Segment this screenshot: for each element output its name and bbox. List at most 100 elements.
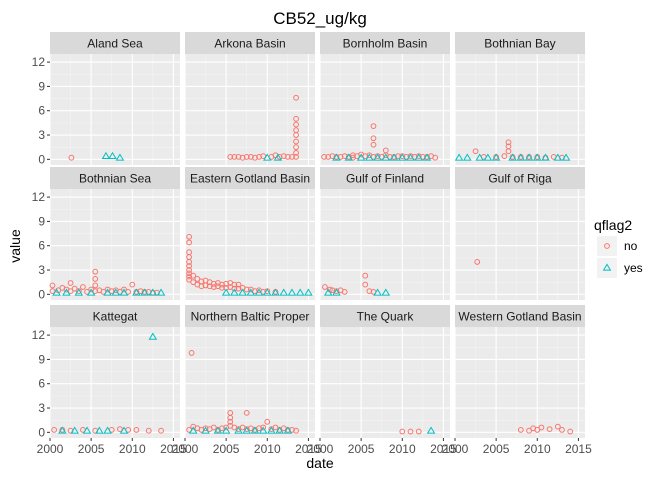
- data-point-yes: [86, 288, 96, 296]
- data-point-yes: [70, 426, 79, 434]
- data-point-no: [206, 283, 213, 290]
- y-tick-label: 9: [38, 79, 45, 93]
- data-point-yes: [111, 288, 121, 296]
- data-point-no: [235, 285, 242, 292]
- x-tick-label: 2015: [565, 442, 592, 456]
- y-axis-title: value: [7, 229, 23, 263]
- panel-strip: [455, 167, 585, 189]
- data-point-yes: [95, 426, 104, 434]
- legend-label: yes: [624, 261, 643, 275]
- data-point-no: [341, 288, 348, 295]
- data-point-no: [293, 427, 299, 434]
- panel-bothnian-sea: Bothnian Sea: [49, 167, 180, 300]
- data-point-no: [280, 153, 287, 159]
- legend-triangle-marker: [602, 263, 612, 271]
- data-point-no: [219, 425, 225, 432]
- data-point-yes: [304, 288, 313, 296]
- y-tick-label: 0: [38, 287, 45, 301]
- data-point-no: [272, 424, 279, 431]
- legend-title: qflag2: [594, 217, 632, 233]
- data-point-no: [210, 424, 217, 431]
- data-point-no: [239, 154, 246, 161]
- panel-strip-label: Kattegat: [93, 310, 138, 324]
- data-point-yes: [271, 288, 280, 296]
- data-point-no: [198, 283, 205, 290]
- data-point-yes: [258, 426, 268, 434]
- panel-strip-label: Bornholm Basin: [343, 37, 428, 51]
- data-point-yes: [74, 288, 84, 296]
- data-point-yes: [463, 153, 472, 161]
- data-point-yes: [221, 288, 231, 296]
- data-point-yes: [62, 288, 71, 296]
- panel-aland-sea: Aland Sea: [49, 32, 180, 165]
- data-point-no: [370, 123, 377, 130]
- data-point-yes: [115, 153, 125, 161]
- data-point-no: [260, 153, 267, 159]
- x-tick-label: 2005: [483, 442, 510, 456]
- data-point-no: [399, 428, 406, 435]
- data-point-no: [293, 127, 299, 134]
- data-point-no: [260, 424, 267, 431]
- data-point-no: [293, 138, 299, 145]
- data-point-no: [362, 281, 369, 288]
- chart-title: CB52_ug/kg: [273, 9, 367, 28]
- data-point-no: [210, 284, 217, 290]
- data-point-no: [472, 148, 479, 155]
- data-point-yes: [148, 288, 158, 296]
- panel-plot-area: [185, 327, 315, 438]
- panel-strip: [185, 32, 315, 54]
- panel-plot-area: [455, 189, 585, 300]
- data-point-no: [186, 270, 193, 277]
- data-point-yes: [475, 153, 484, 161]
- legend-key: [597, 258, 617, 278]
- data-point-no: [243, 409, 250, 416]
- data-point-no: [121, 286, 127, 293]
- data-point-yes: [273, 153, 283, 161]
- data-point-no: [559, 426, 565, 433]
- data-point-yes: [140, 288, 149, 296]
- data-point-no: [117, 426, 123, 432]
- data-point-no: [219, 284, 225, 291]
- data-point-yes: [58, 426, 67, 434]
- panel-plot-area: [455, 54, 585, 165]
- data-point-yes: [508, 153, 517, 161]
- data-point-yes: [491, 153, 501, 161]
- data-point-no: [202, 282, 209, 289]
- data-point-no: [186, 276, 193, 283]
- data-point-no: [145, 427, 152, 434]
- data-point-no: [137, 288, 144, 294]
- panel-plot-area: [185, 54, 315, 165]
- data-point-yes: [221, 426, 231, 434]
- data-point-no: [293, 153, 299, 160]
- panel-strip-label: The Quark: [357, 310, 415, 324]
- data-point-yes: [132, 288, 141, 296]
- data-point-no: [554, 423, 561, 430]
- data-point-no: [252, 154, 258, 161]
- panel-plot-area: [455, 327, 585, 438]
- data-point-yes: [267, 426, 276, 434]
- data-point-no: [329, 287, 336, 294]
- data-point-no: [289, 153, 295, 160]
- data-point-yes: [365, 153, 374, 161]
- panel-strip: [185, 167, 315, 189]
- data-point-yes: [356, 153, 366, 161]
- data-point-no: [432, 154, 439, 161]
- data-point-no: [370, 135, 377, 142]
- data-point-yes: [541, 153, 550, 161]
- data-point-no: [186, 267, 193, 273]
- data-point-no: [247, 153, 254, 160]
- data-point-no: [227, 409, 234, 416]
- data-point-no: [108, 288, 115, 294]
- data-point-no: [219, 281, 225, 288]
- data-point-yes: [52, 288, 61, 296]
- y-tick-label: 12: [32, 190, 46, 204]
- y-tick-label: 12: [32, 328, 46, 342]
- panel-strip: [50, 305, 180, 327]
- data-point-no: [341, 153, 348, 159]
- data-point-yes: [250, 426, 260, 434]
- panel-strip: [185, 305, 315, 327]
- data-point-yes: [373, 153, 382, 161]
- data-point-no: [92, 276, 99, 282]
- data-point-yes: [148, 332, 158, 340]
